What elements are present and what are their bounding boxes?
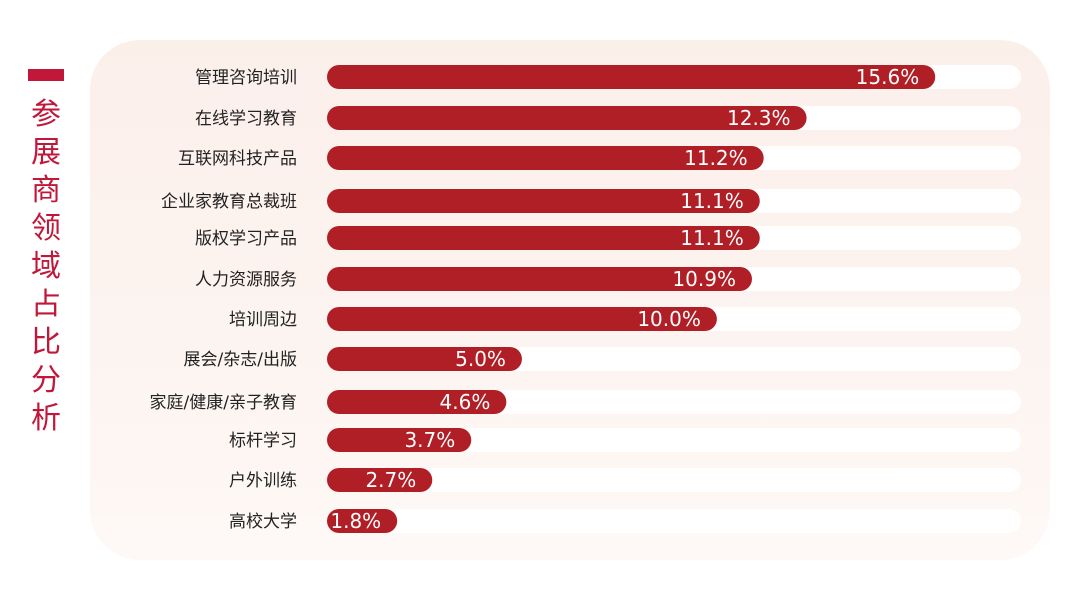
category-label: 标杆学习: [229, 431, 297, 451]
category-label: 培训周边: [229, 310, 297, 330]
bar: [327, 106, 807, 130]
bar-track: [327, 428, 1021, 452]
data-label: 1.8%: [330, 509, 381, 533]
bar: [327, 65, 936, 89]
bar: [327, 468, 433, 492]
bar-track: [327, 468, 1021, 492]
bar: [327, 347, 522, 371]
data-label: 4.6%: [440, 390, 491, 414]
data-label: 11.1%: [680, 226, 744, 250]
data-label: 5.0%: [455, 347, 506, 371]
bar: [327, 428, 472, 452]
data-label: 3.7%: [404, 428, 455, 452]
bar: [327, 267, 752, 291]
category-label: 展会/杂志/出版: [184, 350, 297, 370]
bar: [327, 509, 398, 533]
category-label: 人力资源服务: [195, 270, 297, 290]
chart-title: 参展商领域占比分析: [31, 97, 61, 436]
data-label: 15.6%: [856, 65, 920, 89]
bar: [327, 226, 760, 250]
category-label: 企业家教育总裁班: [161, 192, 297, 212]
bar: [327, 189, 760, 213]
category-label: 管理咨询培训: [195, 68, 297, 88]
bar: [327, 307, 717, 331]
data-label: 10.9%: [672, 267, 736, 291]
bar-track: [327, 509, 1021, 533]
category-label: 在线学习教育: [195, 109, 297, 129]
category-label: 互联网科技产品: [178, 149, 297, 169]
title-accent-bar: [28, 69, 64, 81]
bar: [327, 390, 507, 414]
category-label: 高校大学: [229, 512, 297, 532]
category-label: 家庭/健康/亲子教育: [150, 393, 297, 413]
data-label: 11.2%: [684, 146, 748, 170]
bar: [327, 146, 764, 170]
data-label: 10.0%: [637, 307, 701, 331]
category-label: 版权学习产品: [195, 229, 297, 249]
category-label: 户外训练: [229, 471, 297, 491]
data-label: 11.1%: [680, 189, 744, 213]
data-label: 12.3%: [727, 106, 791, 130]
data-label: 2.7%: [365, 468, 416, 492]
